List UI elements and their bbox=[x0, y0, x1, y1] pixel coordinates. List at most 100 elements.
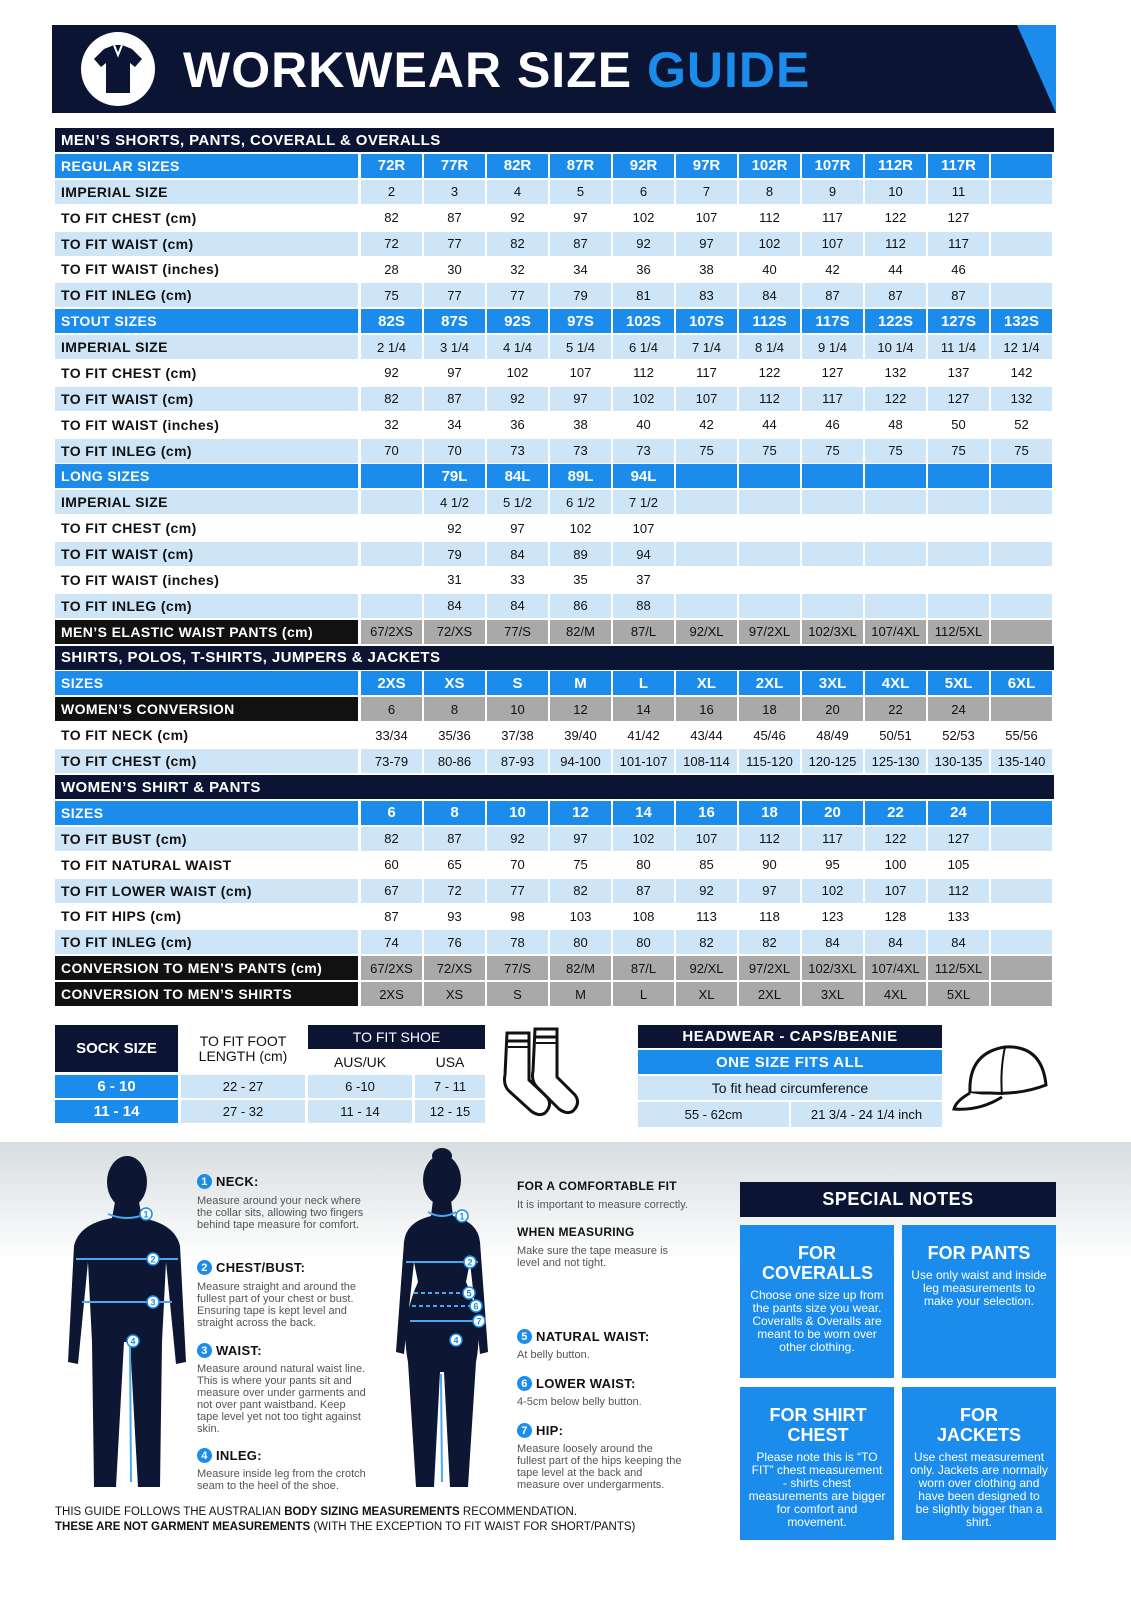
measure-title: NATURAL WAIST: bbox=[536, 1329, 650, 1344]
table-cell: 73-79 bbox=[361, 749, 422, 774]
table-cell bbox=[676, 593, 737, 618]
table-cell: 82 bbox=[487, 231, 548, 256]
table-cell bbox=[361, 490, 422, 515]
table-cell: 32 bbox=[361, 412, 422, 437]
table-cell: 92 bbox=[487, 826, 548, 851]
headwear-label: To fit head circumference bbox=[638, 1076, 942, 1100]
marker-circle bbox=[449, 1333, 463, 1347]
table-cell: 52 bbox=[991, 412, 1052, 437]
table-cell bbox=[676, 464, 737, 489]
table-cell: 11 bbox=[928, 179, 989, 204]
row-label: REGULAR SIZES bbox=[55, 153, 358, 178]
row-label: LONG SIZES bbox=[55, 464, 358, 489]
table-cell: 83 bbox=[676, 283, 737, 308]
note-text: Use only waist and inside leg measuremen… bbox=[911, 1268, 1047, 1308]
marker-number: 3 bbox=[150, 1298, 155, 1308]
table-cell: 37/38 bbox=[487, 723, 548, 748]
table-cell: 72R bbox=[361, 153, 422, 178]
table-cell: 42 bbox=[802, 257, 863, 282]
marker-number: 4 bbox=[453, 1336, 458, 1346]
table-cell: 130-135 bbox=[928, 749, 989, 774]
table-cell: 102S bbox=[613, 309, 674, 334]
table-cell: 76 bbox=[424, 930, 485, 955]
table-cell: 107S bbox=[676, 309, 737, 334]
measure-hip: 7 HIP: bbox=[517, 1423, 563, 1438]
table-cell: 9 1/4 bbox=[802, 335, 863, 360]
table-cell: 36 bbox=[613, 257, 674, 282]
table-cell: 79L bbox=[424, 464, 485, 489]
sock-cell: 27 - 32 bbox=[181, 1100, 305, 1123]
table-cell bbox=[865, 516, 926, 541]
table-cell bbox=[361, 567, 422, 592]
measure-title: CHEST/BUST: bbox=[216, 1260, 306, 1275]
table-cell: 37 bbox=[613, 567, 674, 592]
woman-figure bbox=[396, 1148, 488, 1487]
table-cell: 94-100 bbox=[550, 749, 611, 774]
table-cell bbox=[991, 904, 1052, 929]
table-cell: 67 bbox=[361, 878, 422, 903]
table-cell: 95 bbox=[802, 852, 863, 877]
row-label: TO FIT WAIST (inches) bbox=[55, 257, 358, 282]
table-cell: 43/44 bbox=[676, 723, 737, 748]
table-cell bbox=[928, 542, 989, 567]
table-cell: 97 bbox=[550, 386, 611, 411]
table-cell: 2 bbox=[361, 179, 422, 204]
table-cell bbox=[991, 697, 1052, 722]
table-cell: 105 bbox=[928, 852, 989, 877]
marker-number: 6 bbox=[473, 1302, 478, 1312]
table-cell: 12 bbox=[550, 800, 611, 825]
table-cell: 75 bbox=[550, 852, 611, 877]
table-cell: 75 bbox=[361, 283, 422, 308]
table-cell bbox=[676, 490, 737, 515]
table-cell: 2 1/4 bbox=[361, 335, 422, 360]
table-cell: 102 bbox=[613, 205, 674, 230]
table-cell: 85 bbox=[676, 852, 737, 877]
table-cell: 36 bbox=[487, 412, 548, 437]
table-cell: 42 bbox=[676, 412, 737, 437]
table-cell bbox=[928, 567, 989, 592]
stripe bbox=[1017, 25, 1056, 113]
table-cell: 107 bbox=[865, 878, 926, 903]
table-cell: 92 bbox=[487, 386, 548, 411]
table-cell: 122 bbox=[739, 360, 800, 385]
table-cell: 87 bbox=[550, 231, 611, 256]
table-cell: 77R bbox=[424, 153, 485, 178]
table-cell: 87 bbox=[865, 283, 926, 308]
table-cell bbox=[802, 464, 863, 489]
table-cell: 52/53 bbox=[928, 723, 989, 748]
figure-marker: 2 bbox=[463, 1255, 477, 1269]
table-cell bbox=[865, 593, 926, 618]
table-cell: 88 bbox=[613, 593, 674, 618]
title: WORKWEAR SIZE GUIDE bbox=[183, 41, 810, 99]
note: FOR SHIRT CHEST Please note this is “TO F… bbox=[740, 1387, 894, 1540]
table-cell: XL bbox=[676, 671, 737, 696]
row-label: TO FIT NATURAL WAIST bbox=[55, 852, 358, 877]
table-cell: 8 bbox=[739, 179, 800, 204]
note-title: FOR SHIRT CHEST bbox=[769, 1405, 867, 1445]
table-cell bbox=[361, 542, 422, 567]
table-cell bbox=[361, 516, 422, 541]
table-cell: 77 bbox=[424, 231, 485, 256]
table-cell: 107R bbox=[802, 153, 863, 178]
table-cell: 18 bbox=[739, 697, 800, 722]
size-tables: MEN’S SHORTS, PANTS, COVERALL & OVERALLS… bbox=[55, 128, 1054, 1007]
table-cell: 77 bbox=[487, 283, 548, 308]
figures: 1 2 3 4 1 2 56 7 4 bbox=[68, 1148, 488, 1487]
table-cell: 122 bbox=[865, 205, 926, 230]
logo-collar bbox=[113, 44, 123, 58]
row-label: IMPERIAL SIZE bbox=[55, 179, 358, 204]
footer-line: THIS GUIDE FOLLOWS THE AUSTRALIAN BODY S… bbox=[55, 1506, 577, 1518]
tip-title: WHEN MEASURING bbox=[517, 1225, 635, 1239]
table-cell: 20 bbox=[802, 697, 863, 722]
table-cell: 24 bbox=[928, 697, 989, 722]
table-cell: 82 bbox=[361, 386, 422, 411]
table-cell: 117 bbox=[676, 360, 737, 385]
sock-cell: 6 -10 bbox=[308, 1075, 412, 1098]
num: 3 bbox=[197, 1343, 212, 1358]
table-cell: 122 bbox=[865, 826, 926, 851]
table-cell: 34 bbox=[424, 412, 485, 437]
table-cell: 79 bbox=[550, 283, 611, 308]
table-cell: 87 bbox=[424, 826, 485, 851]
table-cell bbox=[802, 516, 863, 541]
table-cell: 4 bbox=[487, 179, 548, 204]
